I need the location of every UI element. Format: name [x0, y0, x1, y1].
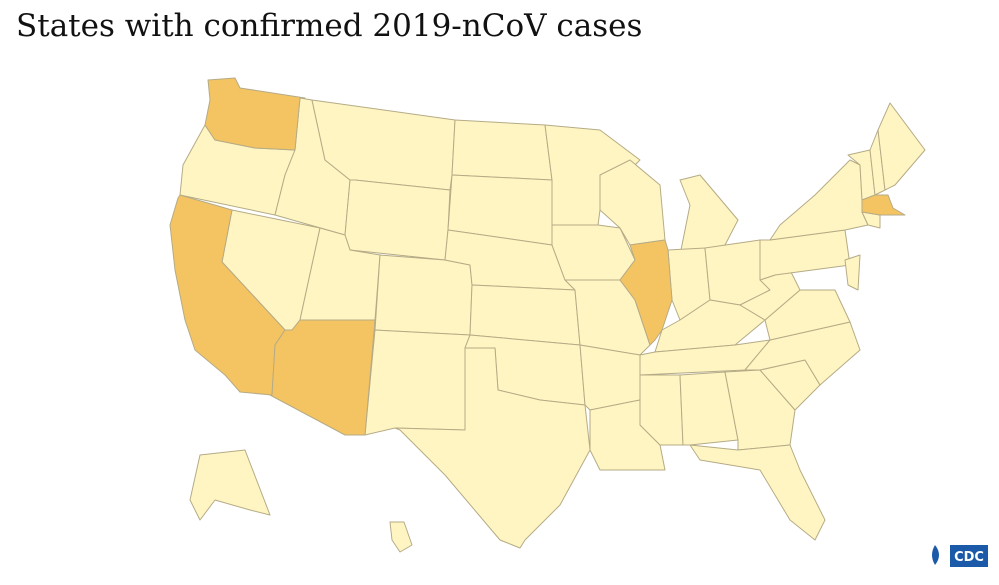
state-highlighted — [861, 194, 906, 216]
states — [169, 77, 926, 553]
state — [769, 159, 869, 241]
logo-text: CDC — [954, 550, 984, 565]
state — [844, 254, 861, 291]
state — [389, 521, 413, 553]
state — [679, 371, 739, 446]
logo-mark — [932, 545, 939, 565]
state — [394, 347, 591, 549]
cdc-logo: CDC — [932, 545, 988, 567]
state-highlighted — [269, 319, 376, 436]
state — [679, 174, 739, 256]
state-highlighted — [169, 194, 286, 396]
state — [189, 449, 271, 521]
state — [579, 344, 641, 411]
state — [877, 102, 926, 191]
logo-box — [950, 545, 988, 567]
state — [344, 179, 451, 261]
state-highlighted — [204, 77, 306, 151]
state — [689, 444, 826, 541]
state — [364, 329, 471, 436]
state — [451, 119, 553, 181]
title: States with confirmed 2019-nCoV cases — [16, 8, 643, 44]
state — [374, 254, 473, 336]
state-highlighted — [619, 239, 673, 346]
